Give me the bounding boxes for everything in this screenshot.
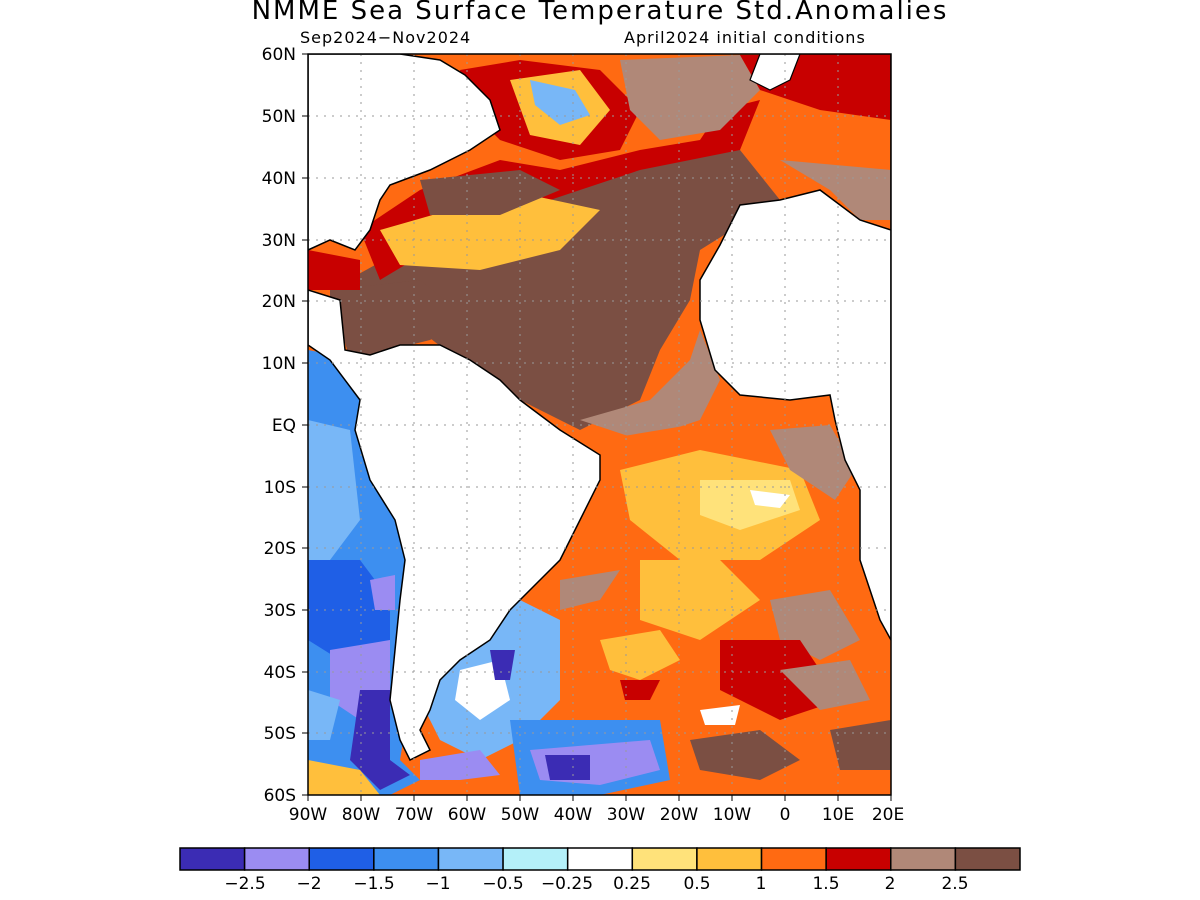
grid-lines xyxy=(308,54,891,795)
colorbar-swatch xyxy=(954,847,1021,871)
lat-label: 60S xyxy=(264,786,296,806)
anomaly-region xyxy=(700,480,800,530)
anomaly-region xyxy=(690,730,800,780)
anomaly-region xyxy=(640,560,760,640)
colorbar-swatch xyxy=(373,847,440,871)
lon-label: 90W xyxy=(289,805,328,825)
initial-conditions: April2024 initial conditions xyxy=(624,28,866,47)
colorbar-label: 2.5 xyxy=(941,874,968,894)
lat-label: 20S xyxy=(264,539,296,559)
anomaly-region xyxy=(308,420,360,560)
lat-label: 40S xyxy=(264,663,296,683)
colorbar-label: 1.5 xyxy=(812,874,839,894)
colorbar-swatch xyxy=(502,847,569,871)
lat-label: 20N xyxy=(262,292,296,312)
colorbar-label: −0.5 xyxy=(482,874,523,894)
anomaly-region xyxy=(770,425,855,500)
colorbar-swatch xyxy=(179,847,246,871)
colorbar-label: −2.5 xyxy=(224,874,265,894)
lon-label: 70W xyxy=(395,805,434,825)
anomaly-region xyxy=(350,690,410,790)
lon-label: 10W xyxy=(713,805,752,825)
lat-label: 60N xyxy=(262,45,296,65)
land-north-america xyxy=(308,54,501,251)
colorbar-swatch xyxy=(825,847,892,871)
lat-label: 40N xyxy=(262,169,296,189)
colorbar-label: 0.25 xyxy=(613,874,651,894)
lon-label: 30W xyxy=(607,805,646,825)
colorbar xyxy=(179,847,1021,871)
anomaly-region xyxy=(780,160,891,220)
anomaly-region xyxy=(700,705,740,725)
lon-label: 10E xyxy=(822,805,854,825)
lat-label: 30S xyxy=(264,601,296,621)
anomaly-region xyxy=(620,680,660,700)
colorbar-label: 1 xyxy=(756,874,767,894)
anomaly-region xyxy=(620,55,760,140)
anomaly-region xyxy=(600,630,680,680)
colorbar-label: −1.5 xyxy=(353,874,394,894)
lat-label: 50S xyxy=(264,724,296,744)
anomaly-region xyxy=(308,760,380,795)
anomaly-region xyxy=(545,755,590,780)
anomaly-region xyxy=(308,250,360,290)
lat-label: 10N xyxy=(262,354,296,374)
land-british-isles xyxy=(749,54,801,91)
colorbar-swatch xyxy=(631,847,698,871)
colorbar-label: −2 xyxy=(296,874,321,894)
lon-label: 40W xyxy=(554,805,593,825)
lon-label: 80W xyxy=(342,805,381,825)
map-title: NMME Sea Surface Temperature Std.Anomali… xyxy=(251,0,949,26)
lat-label: EQ xyxy=(272,416,296,436)
lon-label: 60W xyxy=(448,805,487,825)
anomaly-region xyxy=(420,170,560,215)
anomaly-region xyxy=(330,150,780,430)
lon-label: 20E xyxy=(872,805,904,825)
lat-label: 30N xyxy=(262,231,296,251)
anomaly-region xyxy=(580,330,720,440)
colorbar-swatch xyxy=(243,847,310,871)
lat-labels: 60N 50N 40N 30N 20N 10N EQ 10S 20S 30S 4… xyxy=(262,45,296,806)
anomaly-region xyxy=(420,750,500,780)
anomaly-region xyxy=(308,690,340,740)
land-south-america xyxy=(308,289,601,762)
colorbar-swatch xyxy=(890,847,957,871)
lat-label: 10S xyxy=(264,478,296,498)
anomaly-region xyxy=(530,80,590,125)
colorbar-label: 2 xyxy=(885,874,896,894)
lon-label: 50W xyxy=(501,805,540,825)
colorbar-label: −1 xyxy=(425,874,450,894)
forecast-period: Sep2024−Nov2024 xyxy=(300,28,472,47)
colorbar-swatch xyxy=(566,847,634,871)
colorbar-swatch xyxy=(696,847,763,871)
anomaly-region xyxy=(750,490,790,508)
lat-label: 50N xyxy=(262,107,296,127)
anomaly-region xyxy=(780,660,870,710)
anomaly-region xyxy=(330,280,470,360)
lon-label: 20W xyxy=(660,805,699,825)
colorbar-labels: −2.5 −2 −1.5 −1 −0.5 −0.25 0.25 0.5 1 1.… xyxy=(224,874,968,894)
anomaly-region xyxy=(370,575,395,610)
colorbar-swatch xyxy=(760,847,827,871)
anomaly-region xyxy=(380,195,600,270)
axis-ticks xyxy=(302,53,892,801)
map-area xyxy=(308,54,891,795)
colorbar-swatch xyxy=(308,847,375,871)
colorbar-label: −0.25 xyxy=(541,874,593,894)
lon-label: 0 xyxy=(780,805,791,825)
lon-labels: 90W 80W 70W 60W 50W 40W 30W 20W 10W 0 10… xyxy=(289,805,904,825)
colorbar-label: 0.5 xyxy=(683,874,710,894)
anomaly-region xyxy=(560,570,620,610)
colorbar-swatch xyxy=(437,847,504,871)
